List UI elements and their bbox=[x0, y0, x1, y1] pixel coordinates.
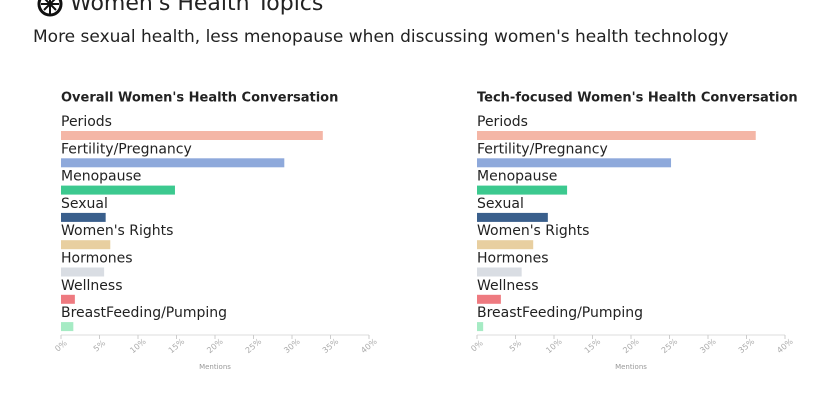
category-label: Hormones bbox=[477, 251, 549, 267]
x-tick-label: 35% bbox=[737, 337, 757, 356]
bar bbox=[61, 294, 75, 304]
x-tick-label: 30% bbox=[698, 337, 718, 356]
x-axis-label: Mentions bbox=[615, 363, 647, 371]
x-axis-label: Mentions bbox=[199, 363, 231, 371]
bar bbox=[61, 185, 175, 195]
logo-icon bbox=[37, 0, 63, 17]
x-tick-label: 10% bbox=[544, 337, 564, 356]
category-label: BreastFeeding/Pumping bbox=[477, 305, 643, 321]
page-subtitle: More sexual health, less menopause when … bbox=[33, 27, 729, 47]
x-tick-label: 30% bbox=[282, 337, 302, 356]
bar bbox=[477, 185, 568, 195]
bar bbox=[61, 322, 74, 332]
x-tick-label: 10% bbox=[128, 337, 148, 356]
x-tick-label: 25% bbox=[244, 337, 264, 356]
bar bbox=[61, 240, 111, 250]
category-label: Hormones bbox=[61, 251, 133, 267]
bar bbox=[477, 294, 501, 304]
bar bbox=[61, 131, 323, 140]
x-tick-label: 0% bbox=[53, 338, 69, 353]
x-tick-label: 40% bbox=[775, 337, 795, 356]
x-tick-label: 25% bbox=[660, 337, 680, 356]
x-tick-label: 40% bbox=[359, 337, 379, 356]
bar bbox=[477, 267, 522, 277]
x-tick-label: 0% bbox=[469, 338, 485, 353]
category-label: BreastFeeding/Pumping bbox=[61, 305, 227, 321]
category-label: Periods bbox=[477, 114, 528, 130]
bar bbox=[61, 212, 106, 222]
x-tick-label: 20% bbox=[621, 337, 641, 356]
x-tick-label: 15% bbox=[167, 337, 187, 356]
category-label: Fertility/Pregnancy bbox=[477, 141, 608, 157]
category-label: Wellness bbox=[61, 278, 123, 294]
category-label: Menopause bbox=[61, 169, 141, 185]
bar bbox=[477, 131, 756, 140]
category-label: Fertility/Pregnancy bbox=[61, 141, 192, 157]
bar bbox=[61, 267, 105, 277]
bar bbox=[61, 158, 285, 168]
chart-title: Tech-focused Women's Health Conversation bbox=[477, 91, 798, 106]
bar bbox=[477, 240, 534, 250]
category-label: Sexual bbox=[477, 196, 524, 212]
x-tick-label: 20% bbox=[205, 337, 225, 356]
x-tick-label: 5% bbox=[92, 338, 108, 353]
chart-title: Overall Women's Health Conversation bbox=[61, 91, 338, 106]
bar bbox=[477, 212, 548, 222]
x-tick-label: 35% bbox=[321, 337, 341, 356]
category-label: Menopause bbox=[477, 169, 557, 185]
x-tick-label: 5% bbox=[508, 338, 524, 353]
page-title: Women's Health Topics bbox=[70, 0, 323, 16]
bar bbox=[477, 322, 484, 332]
bar bbox=[477, 158, 672, 168]
category-label: Women's Rights bbox=[477, 223, 589, 239]
category-label: Periods bbox=[61, 114, 112, 130]
category-label: Sexual bbox=[61, 196, 108, 212]
x-tick-label: 15% bbox=[583, 337, 603, 356]
category-label: Wellness bbox=[477, 278, 539, 294]
category-label: Women's Rights bbox=[61, 223, 173, 239]
